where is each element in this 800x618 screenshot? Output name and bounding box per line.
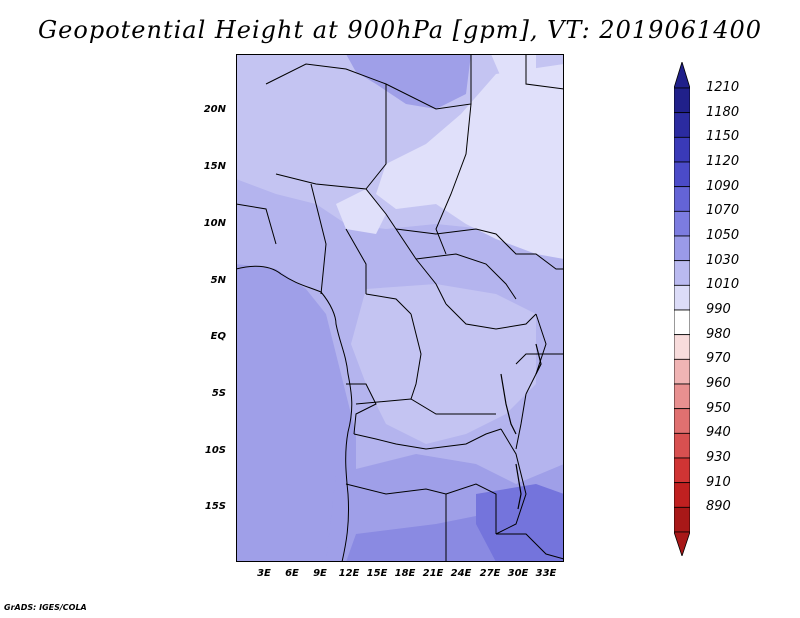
colorbar-segment: [674, 408, 690, 434]
colorbar: [674, 62, 690, 556]
colorbar-bottom-arrow: [674, 531, 690, 556]
colorbar-label: 910: [706, 474, 731, 490]
colorbar-label: 1180: [706, 104, 740, 120]
lon-label-15e: 15E: [366, 568, 388, 579]
lon-label-12e: 12E: [338, 568, 360, 579]
colorbar-segment: [674, 87, 690, 114]
field-region-ocean: [236, 264, 356, 562]
colorbar-label: 1150: [706, 129, 740, 145]
lat-label-5s: 5S: [211, 388, 226, 399]
lon-label-30e: 30E: [507, 568, 529, 579]
lat-label-15s: 15S: [204, 501, 226, 512]
map-frame: [236, 54, 564, 562]
colorbar-segment: [674, 457, 690, 484]
colorbar-segment: [674, 309, 690, 336]
colorbar-label: 960: [706, 376, 731, 391]
colorbar-segment: [674, 383, 690, 410]
colorbar-segment: [674, 136, 690, 163]
lat-label-10s: 10S: [204, 445, 226, 456]
lat-label-10n: 10N: [203, 218, 226, 229]
colorbar-label: 1030: [706, 252, 740, 268]
colorbar-segment: [674, 358, 690, 385]
colorbar-label: 930: [706, 450, 731, 465]
colorbar-segment: [674, 334, 690, 360]
lon-label-3e: 3E: [257, 568, 271, 579]
colorbar-segment: [674, 210, 690, 237]
lon-label-33e: 33E: [535, 568, 557, 579]
credit-text: GrADS: IGES/COLA: [4, 603, 87, 612]
chart-title: Geopotential Height at 900hPa [gpm], VT:…: [38, 16, 762, 44]
colorbar-segment: [674, 260, 690, 286]
map-panel: [236, 54, 564, 562]
lon-label-18e: 18E: [394, 568, 416, 579]
colorbar-label: 980: [706, 326, 731, 342]
lat-label-5n: 5N: [210, 275, 226, 286]
colorbar-label: 940: [706, 425, 731, 441]
colorbar-label: 950: [706, 400, 731, 416]
colorbar-label: 1120: [706, 154, 740, 169]
lat-label-15n: 15N: [203, 161, 226, 172]
lon-label-27e: 27E: [479, 568, 501, 579]
colorbar-segment: [674, 186, 690, 212]
colorbar-top-arrow: [674, 62, 690, 89]
colorbar-segment: [674, 482, 690, 508]
colorbar-segment: [674, 284, 690, 311]
field-region-central: [351, 284, 536, 444]
colorbar-label: 970: [706, 351, 731, 367]
lat-label-eq: EQ: [210, 331, 226, 342]
field-region-dark-top: [346, 54, 471, 109]
lon-label-21e: 21E: [422, 568, 444, 579]
colorbar-segment: [674, 506, 690, 533]
lon-label-6e: 6E: [285, 568, 299, 579]
colorbar-label: 1090: [706, 178, 740, 194]
colorbar-segment: [674, 112, 690, 138]
field-region-light-center: [336, 189, 386, 234]
field-region-southeast-dark: [476, 484, 564, 562]
lon-label-24e: 24E: [450, 568, 472, 579]
colorbar-segment: [674, 235, 690, 262]
colorbar-label: 1210: [706, 80, 740, 95]
lakes: [500, 343, 542, 510]
colorbar-label: 1010: [706, 277, 740, 293]
field-region-light-ne: [376, 64, 564, 259]
country-borders: [236, 54, 564, 562]
colorbar-label: 890: [706, 499, 731, 515]
colorbar-segment: [674, 432, 690, 459]
colorbar-label: 1050: [706, 228, 740, 243]
colorbar-segment: [674, 161, 690, 188]
colorbar-label: 1070: [706, 203, 740, 219]
lon-label-9e: 9E: [313, 568, 327, 579]
colorbar-label: 990: [706, 302, 731, 317]
field-region-light-top: [491, 54, 536, 89]
lat-label-20n: 20N: [203, 104, 226, 115]
